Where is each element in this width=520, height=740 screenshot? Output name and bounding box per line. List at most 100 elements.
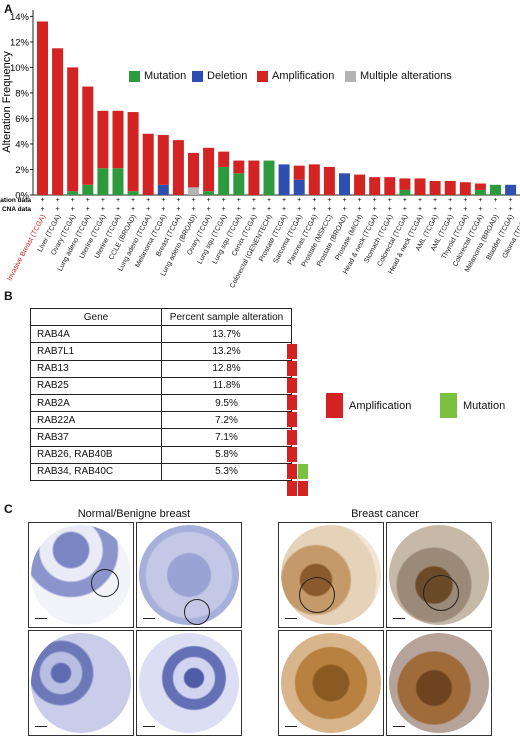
bar-deletion: [278, 164, 290, 195]
y-axis-label-group: Alteration Frequency: [1, 51, 13, 153]
table-legend-label-mutation: Mutation: [463, 399, 506, 412]
percent-cell: 12.8%: [161, 359, 292, 378]
gene-cell: RAB37: [30, 428, 162, 447]
bar-mutation: [112, 168, 124, 195]
mutation-data-mark: +: [101, 197, 105, 204]
cancer-core-highmag-2: [386, 630, 492, 736]
cna-data-mark: +: [373, 206, 377, 213]
amplification-indicator: [287, 429, 297, 445]
bar-amplification: [459, 182, 471, 195]
cna-data-mark: +: [252, 206, 256, 213]
bar-amplification: [323, 166, 335, 195]
bar-amplification: [52, 48, 64, 195]
normal-core-highmag-2: [136, 630, 242, 736]
scale-bar: [35, 617, 47, 619]
cna-data-mark: +: [56, 206, 60, 213]
bar-amplification: [157, 135, 169, 185]
cna-data-mark: +: [267, 206, 271, 213]
bar-mutation: [82, 184, 94, 195]
scale-bar: [393, 617, 405, 619]
scale-bar: [143, 725, 155, 727]
bar-amplification: [112, 110, 124, 169]
cna-data-mark: +: [191, 206, 195, 213]
cna-data-mark: +: [237, 206, 241, 213]
cna-data-mark: +: [448, 206, 452, 213]
bar-amplification: [369, 177, 381, 195]
mutation-data-mark: +: [418, 197, 422, 204]
bar-amplification: [172, 140, 184, 195]
bar-mutation: [203, 191, 215, 195]
mutation-data-mark: +: [207, 197, 211, 204]
table-row: RAB22A 7.2%: [30, 411, 292, 430]
header-gene: Gene: [30, 307, 162, 327]
cna-data-mark: +: [86, 206, 90, 213]
mutation-data-mark: +: [146, 197, 150, 204]
bar-mutation: [490, 184, 501, 195]
bar-amplification: [218, 151, 230, 167]
zoom-region-circle: [423, 575, 459, 611]
bar-mutation: [263, 160, 275, 195]
x-tick-labels: Invasive Breast (TCGA)Liver (TCGA)Ovary …: [6, 214, 520, 290]
mutation-data-mark: +: [252, 197, 256, 204]
cna-data-mark: +: [433, 206, 437, 213]
bar-deletion: [293, 179, 305, 195]
scale-bar: [35, 725, 47, 727]
y-axis-label: Alteration Frequency: [1, 51, 13, 153]
bar-mutation: [218, 166, 230, 195]
percent-cell: 13.2%: [161, 342, 292, 361]
cna-data-mark: +: [297, 206, 301, 213]
mutation-data-mark: +: [116, 197, 120, 204]
bar-amplification: [67, 67, 79, 192]
cna-data-mark: +: [161, 206, 165, 213]
y-tick-label: 10%: [10, 63, 30, 74]
bar-amplification: [82, 86, 94, 185]
mutation-data-mark: +: [403, 197, 407, 204]
cna-data-mark: +: [146, 206, 150, 213]
table-legend-swatch-amplification: [326, 393, 343, 418]
bar-amplification: [399, 178, 411, 190]
legend-label-mutation: Mutation: [144, 70, 187, 82]
scale-bar: [393, 725, 405, 727]
bar-mutation: [97, 168, 109, 195]
y-tick-label: 0%: [15, 191, 29, 202]
mutation-data-mark: +: [509, 197, 513, 204]
tissue-image: [31, 633, 131, 733]
cna-data-mark: +: [388, 206, 392, 213]
amplification-indicator: [298, 481, 308, 497]
table-header-row: Gene Percent sample alteration: [30, 307, 292, 327]
cna-data-mark: +: [418, 206, 422, 213]
data-rows: Mutation data CNA data + + + + + + + + + + + + + + + + + + +…: [0, 197, 513, 213]
cancer-core-lowmag-2: [386, 522, 492, 628]
amplification-indicator: [287, 446, 297, 462]
cna-data-mark: +: [222, 206, 226, 213]
bar-multiple-alterations: [188, 187, 199, 195]
bar-amplification: [384, 177, 396, 195]
table-row: RAB25 11.8%: [30, 376, 292, 395]
bar-amplification: [248, 160, 260, 195]
legend-swatch-deletion: [192, 70, 203, 82]
bar-amplification: [233, 160, 245, 174]
table-row: RAB26, RAB40B 5.8%: [30, 445, 292, 464]
legend-amplification: Amplification: [257, 70, 334, 82]
legend-label-deletion: Deletion: [207, 70, 248, 82]
legend-label-amplification: Amplification: [272, 70, 335, 82]
legend-swatch-amplification: [257, 70, 268, 82]
bar-amplification: [429, 180, 441, 195]
amplification-indicator: [287, 360, 297, 376]
mutation-data-mark: +: [40, 197, 44, 204]
legend-label-multiple: Multiple alterations: [360, 70, 452, 82]
mutation-data-mark: +: [86, 197, 90, 204]
mutation-data-mark: +: [433, 197, 437, 204]
bar-deletion: [505, 184, 517, 195]
bar-amplification: [127, 112, 139, 192]
table-legend-label-amplification: Amplification: [349, 399, 412, 412]
cna-data-mark: +: [312, 206, 316, 213]
row-label-mutation-data: Mutation data: [0, 197, 31, 204]
mutation-indicator: [298, 463, 308, 479]
gene-cell: RAB22A: [30, 411, 162, 430]
legend-deletion: Deletion: [192, 70, 247, 82]
cna-data-mark: -: [494, 206, 497, 213]
bar-amplification: [203, 147, 215, 192]
mutation-data-mark: +: [267, 197, 271, 204]
amplification-indicator: [287, 481, 297, 497]
